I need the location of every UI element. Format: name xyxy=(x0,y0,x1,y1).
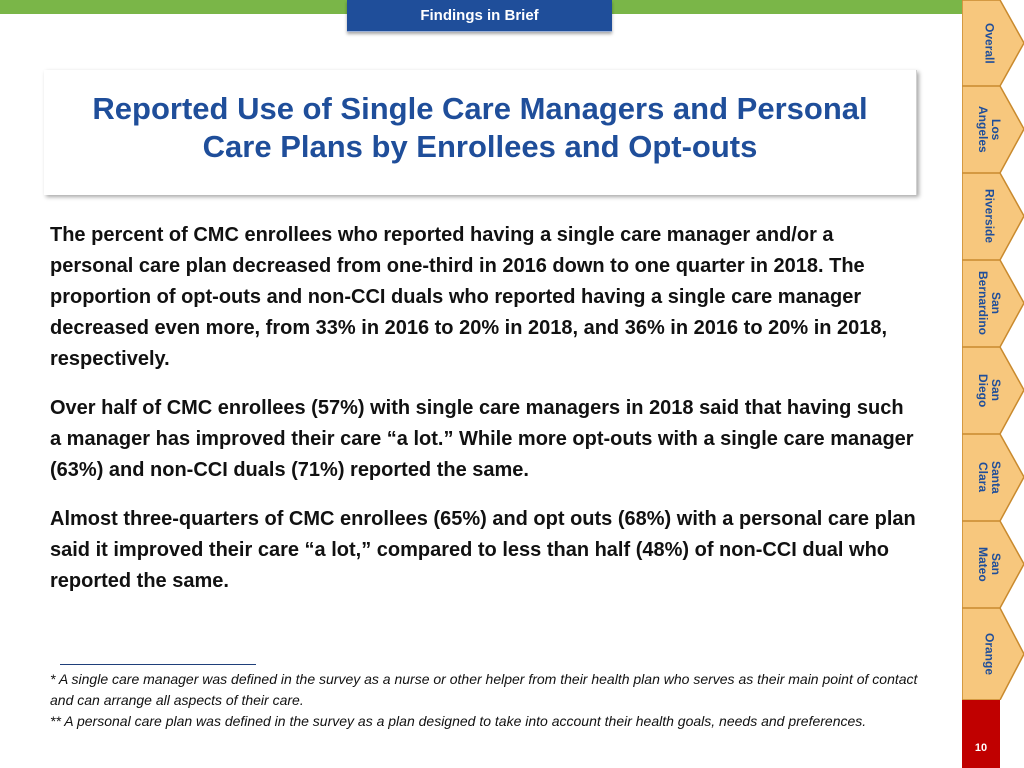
region-nav: Overall Los Angeles Riverside San Bernar… xyxy=(962,0,1024,768)
nav-tab-san-diego[interactable]: San Diego xyxy=(962,347,1024,434)
nav-tab-label: Overall xyxy=(982,22,997,64)
nav-tab-label: San Diego xyxy=(976,373,1003,408)
section-tab-findings[interactable]: Findings in Brief xyxy=(347,0,612,32)
footnote-1: * A single care manager was defined in t… xyxy=(50,671,918,708)
nav-tab-riverside[interactable]: Riverside xyxy=(962,173,1024,260)
tab-arrow-shape xyxy=(962,347,1024,434)
tab-arrow-shape xyxy=(962,260,1024,347)
paragraph-1: The percent of CMC enrollees who reporte… xyxy=(50,224,888,370)
nav-tab-santa-clara[interactable]: Santa Clara xyxy=(962,434,1024,521)
page-title-line-1: Reported Use of Single Care Managers and… xyxy=(92,90,868,126)
nav-tab-los-angeles[interactable]: Los Angeles xyxy=(962,86,1024,173)
nav-tab-label: Los Angeles xyxy=(976,106,1003,153)
tab-arrow-shape xyxy=(962,0,1024,86)
tab-arrow-shape xyxy=(962,173,1024,260)
nav-tab-label: Orange xyxy=(982,632,997,675)
tab-arrow-shape xyxy=(962,434,1024,521)
footnotes: * A single care manager was defined in t… xyxy=(50,669,930,732)
page-number: 10 xyxy=(974,742,988,754)
footnote-divider xyxy=(60,664,256,665)
nav-tab-orange[interactable]: Orange xyxy=(962,608,1024,700)
nav-tab-label: Riverside xyxy=(982,189,997,244)
title-box: Reported Use of Single Care Managers and… xyxy=(44,70,917,195)
tab-arrow-shape xyxy=(962,521,1024,608)
nav-tab-san-bernardino[interactable]: San Bernardino xyxy=(962,260,1024,347)
tab-arrow-shape xyxy=(962,86,1024,173)
paragraph-2: Over half of CMC enrollees (57%) with si… xyxy=(50,397,914,481)
tab-arrow-shape xyxy=(962,608,1024,700)
nav-tab-san-mateo[interactable]: San Mateo xyxy=(962,521,1024,608)
nav-tab-label: San Mateo xyxy=(976,547,1003,582)
page-title: Reported Use of Single Care Managers and… xyxy=(70,90,890,166)
body-text: The percent of CMC enrollees who reporte… xyxy=(50,220,920,615)
paragraph-3: Almost three-quarters of CMC enrollees (… xyxy=(50,508,916,592)
nav-tab-overall[interactable]: Overall xyxy=(962,0,1024,86)
footnote-2: ** A personal care plan was defined in t… xyxy=(50,713,867,729)
page-title-line-2: Care Plans by Enrollees and Opt-outs xyxy=(202,128,758,164)
page-number-box xyxy=(962,700,1000,768)
nav-tab-label: Santa Clara xyxy=(976,461,1003,494)
nav-tab-label: San Bernardino xyxy=(976,271,1003,336)
